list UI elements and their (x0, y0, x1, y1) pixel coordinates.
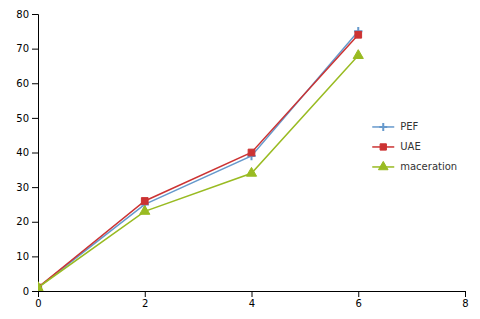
legend-label: PEF (400, 121, 418, 132)
marks (38, 27, 363, 291)
chart: 0246801020304050607080PEFUAEmaceration (0, 0, 480, 319)
y-axis-tick-mark (32, 153, 38, 154)
y-axis-line (32, 15, 39, 292)
y-axis-tick: 40 (16, 147, 38, 158)
point (38, 282, 43, 291)
series-line (38, 31, 358, 287)
y-axis-tick-label: 40 (16, 147, 29, 158)
point (141, 198, 148, 205)
y-axis-tick-label: 10 (16, 251, 29, 262)
point (353, 50, 363, 59)
legend-marker (378, 161, 388, 169)
legend-label: UAE (400, 141, 420, 152)
y-axis-tick: 20 (16, 216, 38, 227)
x-axis-tick: 0 (35, 291, 41, 309)
y-axis-tick-label: 20 (16, 216, 29, 227)
x-axis-tick-label: 8 (462, 298, 468, 309)
series-line (38, 35, 358, 288)
series (38, 50, 363, 291)
legend-label: maceration (400, 161, 457, 172)
y-axis-tick: 70 (16, 43, 38, 54)
point (355, 31, 362, 38)
y-axis-tick-label: 30 (16, 182, 29, 193)
y-axis-tick-label: 60 (16, 78, 29, 89)
series-line (38, 56, 358, 288)
y-axis-tick-mark (32, 118, 38, 119)
y-axis-tick-mark (32, 256, 38, 257)
series (38, 31, 362, 290)
legend-item: maceration (372, 161, 457, 172)
y-axis-tick-mark (32, 83, 38, 84)
x-axis-tick-mark (252, 291, 253, 297)
x-axis-tick-label: 4 (249, 298, 255, 309)
y-axis: 0 10 20 30 40 50 60 70 80 (16, 9, 38, 297)
x-axis-tick: 2 (142, 291, 148, 309)
legend: PEF UAE maceration (372, 121, 457, 172)
x-axis-tick: 4 (249, 291, 255, 309)
legend-marker (379, 123, 387, 131)
y-axis-tick-label: 80 (16, 9, 29, 20)
y-axis-tick-mark (32, 187, 38, 188)
x-axis-line (39, 292, 466, 298)
y-axis-tick-mark (32, 49, 38, 50)
x-axis-tick: 6 (356, 291, 362, 309)
y-axis-tick: 10 (16, 251, 38, 262)
y-axis-tick: 80 (16, 9, 38, 20)
point (246, 167, 256, 176)
y-axis-tick: 30 (16, 182, 38, 193)
y-axis-tick: 50 (16, 113, 38, 124)
y-axis-tick: 60 (16, 78, 38, 89)
point (248, 149, 255, 156)
x-axis-tick-mark (465, 291, 466, 297)
legend-item: PEF (372, 121, 418, 132)
y-axis-tick-mark (32, 222, 38, 223)
x-axis-tick-label: 2 (142, 298, 148, 309)
y-axis-tick-label: 0 (23, 286, 29, 297)
legend-item: UAE (372, 141, 420, 152)
x-axis-tick-mark (145, 291, 146, 297)
y-axis-tick-label: 50 (16, 113, 29, 124)
y-axis-tick-label: 70 (16, 43, 29, 54)
plot: 0246801020304050607080PEFUAEmaceration (16, 9, 468, 309)
x-axis-tick: 8 (462, 291, 468, 309)
x-axis-tick-label: 6 (356, 298, 362, 309)
series (38, 27, 362, 291)
legend-marker (380, 144, 386, 150)
y-axis-tick: 0 (23, 286, 38, 297)
y-axis-tick-mark (32, 291, 38, 292)
x-axis-tick-label: 0 (35, 298, 41, 309)
x-axis: 0 2 4 6 8 (35, 291, 468, 309)
y-axis-tick-mark (32, 14, 38, 15)
x-axis-tick-mark (358, 291, 359, 297)
point (140, 205, 150, 214)
